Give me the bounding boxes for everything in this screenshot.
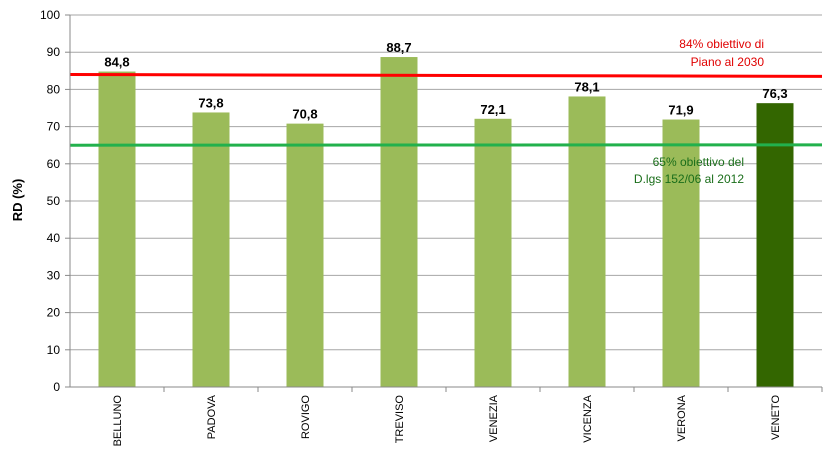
x-label-vicenza: VICENZA — [582, 394, 594, 442]
value-label-treviso: 88,7 — [386, 40, 411, 55]
y-tick-label: 40 — [47, 231, 61, 245]
x-label-padova: PADOVA — [206, 394, 218, 439]
bar-padova — [192, 112, 230, 388]
value-labels: 84,8 73,8 70,8 88,7 72,1 78,1 71,9 76,3 — [104, 40, 787, 122]
bar-veneto — [756, 103, 794, 387]
value-label-veneto: 76,3 — [762, 86, 787, 101]
y-tick-label: 20 — [47, 306, 61, 320]
bar-venezia — [474, 118, 512, 388]
bar-belluno — [98, 71, 136, 387]
value-label-verona: 71,9 — [668, 103, 693, 118]
x-label-belluno: BELLUNO — [112, 395, 124, 447]
y-tick-label: 50 — [47, 194, 61, 208]
reference-label-target-2030: 84% obiettivo di — [679, 37, 764, 51]
y-tick-label: 30 — [47, 268, 61, 282]
reference-label-target-2012: D.lgs 152/06 al 2012 — [634, 172, 744, 186]
y-tick-label: 10 — [47, 343, 61, 357]
value-label-venezia: 72,1 — [480, 102, 505, 117]
x-label-treviso: TREVISO — [394, 395, 406, 444]
value-label-padova: 73,8 — [198, 95, 223, 110]
value-label-vicenza: 78,1 — [574, 79, 599, 94]
bar-rovigo — [286, 123, 324, 388]
bar-treviso — [380, 57, 418, 387]
y-tick-label: 70 — [47, 120, 61, 134]
x-label-veneto: VENETO — [770, 395, 782, 440]
y-tick-label: 80 — [47, 82, 61, 96]
bars — [98, 57, 794, 388]
y-tick-label: 100 — [40, 8, 60, 22]
reference-label-target-2012: 65% obiettivo del — [653, 155, 744, 169]
y-tick-label: 90 — [47, 45, 61, 59]
x-label-verona: VERONA — [676, 394, 688, 441]
y-tick-label: 60 — [47, 157, 61, 171]
y-axis-ticks: 0 10 20 30 40 50 60 70 80 90 100 — [40, 8, 70, 394]
reference-line-target-2030 — [69, 73, 823, 78]
y-tick-label: 0 — [53, 380, 60, 394]
x-axis-labels: BELLUNO PADOVA ROVIGO TREVISO VENEZIA VICENZA… — [112, 387, 823, 447]
reference-label-target-2030: Piano al 2030 — [691, 55, 765, 69]
x-label-venezia: VENEZIA — [488, 394, 500, 442]
bar-verona — [662, 119, 700, 388]
reference-lines: 84% obiettivo di Piano al 2030 65% obietti… — [69, 37, 823, 186]
value-label-belluno: 84,8 — [104, 55, 129, 70]
bar-vicenza — [568, 96, 606, 387]
y-axis-title: RD (%) — [10, 179, 25, 222]
value-label-rovigo: 70,8 — [292, 107, 317, 122]
x-label-rovigo: ROVIGO — [300, 395, 312, 439]
